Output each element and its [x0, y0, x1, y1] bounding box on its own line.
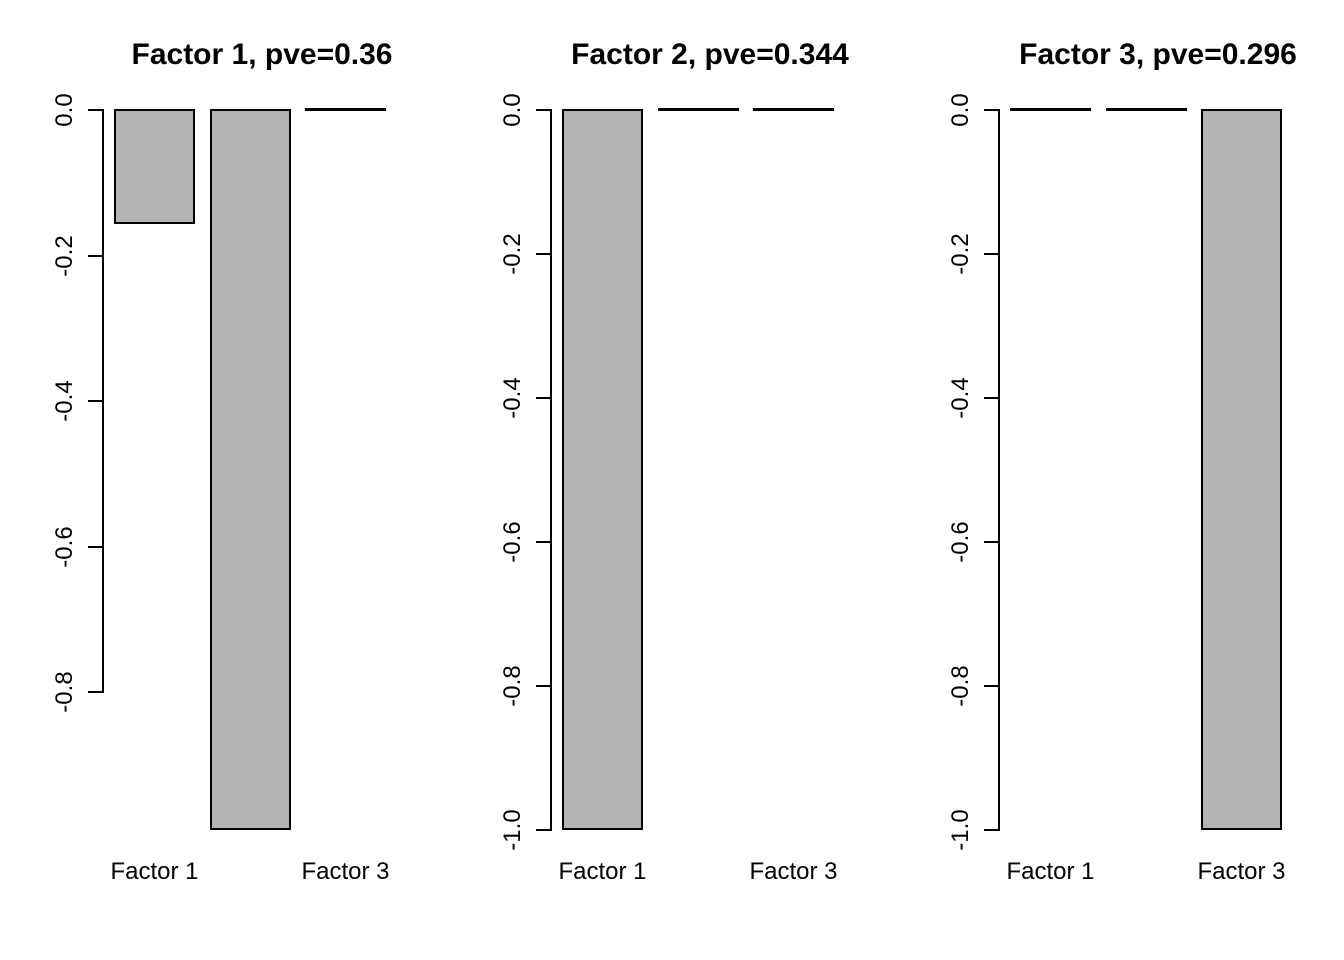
y-axis-tick — [536, 829, 550, 831]
chart-panel-factor-1: Factor 1, pve=0.36 0.0 -0.2 -0.4 -0.6 -0.8 Fa… — [0, 0, 448, 960]
x-axis-label-factor-1: Factor 1 — [558, 858, 647, 885]
y-axis-tick-label: -0.8 — [947, 665, 974, 707]
y-axis-tick-label: -0.6 — [947, 521, 974, 563]
y-axis-tick-label: -0.8 — [499, 665, 526, 707]
y-axis-tick-label: -0.2 — [947, 233, 974, 275]
y-axis-line — [998, 109, 1000, 831]
y-axis-tick — [536, 109, 550, 111]
y-axis-tick-label: -0.2 — [51, 234, 78, 277]
y-axis-tick-label: 0.0 — [499, 93, 526, 127]
plot-area: 0.0 -0.2 -0.4 -0.6 -0.8 -1.0 Factor 1 Factor 3 — [448, 0, 896, 960]
y-axis-tick — [984, 397, 998, 399]
bar-factor-3-zero-line — [753, 108, 834, 111]
y-axis-tick — [536, 685, 550, 687]
y-axis-tick — [536, 253, 550, 255]
y-axis-tick-label: -0.4 — [51, 380, 78, 422]
y-axis-tick — [984, 829, 998, 831]
bar-factor-3 — [1201, 109, 1282, 830]
y-axis-tick-label: -0.2 — [499, 233, 526, 275]
plot-area: 0.0 -0.2 -0.4 -0.6 -0.8 Factor 1 Factor 3 — [0, 0, 448, 960]
y-axis-tick-label: -0.6 — [499, 521, 526, 563]
bar-factor-2-zero-line — [1106, 108, 1187, 111]
y-axis-tick-label: 0.0 — [947, 93, 974, 127]
bar-factor-1 — [114, 109, 195, 224]
chart-panel-factor-3: Factor 3, pve=0.296 0.0 -0.2 -0.4 -0.6 -0.8-… — [896, 0, 1344, 960]
y-axis-line — [550, 109, 552, 831]
bar-factor-2 — [210, 109, 291, 830]
y-axis-tick — [88, 545, 102, 548]
y-axis-tick — [88, 254, 102, 257]
x-axis-label-factor-3: Factor 3 — [1197, 858, 1286, 885]
x-axis-label-factor-1: Factor 1 — [1006, 858, 1095, 885]
bar-factor-1 — [562, 109, 643, 830]
y-axis-tick — [88, 109, 102, 111]
y-axis-tick-label: -0.6 — [51, 526, 78, 568]
chart-title: Factor 2, pve=0.344 — [571, 38, 849, 71]
y-axis-tick — [536, 397, 550, 399]
chart-title: Factor 3, pve=0.296 — [1019, 38, 1297, 71]
y-axis-tick-label: 0.0 — [51, 93, 78, 127]
x-axis-label-factor-3: Factor 3 — [749, 858, 838, 885]
y-axis-tick — [984, 541, 998, 543]
y-axis-line — [102, 109, 104, 694]
y-axis-tick — [984, 109, 998, 111]
plot-area: 0.0 -0.2 -0.4 -0.6 -0.8 -1.0 Factor 1 Factor 3 — [896, 0, 1344, 960]
bar-factor-2-zero-line — [658, 108, 739, 111]
y-axis-tick — [536, 541, 550, 543]
chart-panel-factor-2: Factor 2, pve=0.344 0.0 -0.2 -0.4 -0.6 -0.8-… — [448, 0, 896, 960]
x-axis-label-factor-3: Factor 3 — [301, 858, 390, 885]
chart-title: Factor 1, pve=0.36 — [131, 38, 393, 71]
bar-factor-1-zero-line — [1010, 108, 1091, 111]
y-axis-tick — [984, 685, 998, 687]
y-axis-tick — [984, 253, 998, 255]
y-axis-tick-label: -0.4 — [499, 377, 526, 419]
bar-factor-3-zero-line — [305, 108, 386, 111]
y-axis-tick-label: -0.4 — [947, 377, 974, 419]
x-axis-label-factor-1: Factor 1 — [110, 858, 199, 885]
y-axis-tick-label: -0.8 — [51, 671, 78, 714]
y-axis-tick — [88, 691, 102, 694]
y-axis-tick — [88, 400, 102, 403]
